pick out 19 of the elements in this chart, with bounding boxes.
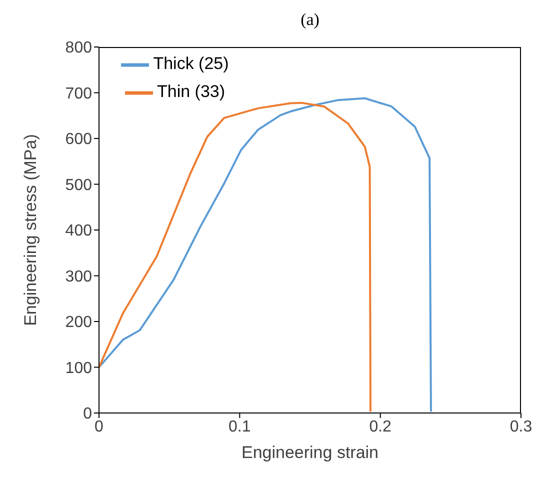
- y-tick-label: 0: [83, 406, 92, 423]
- x-tick-label: 0.3: [510, 418, 532, 436]
- x-axis-title: Engineering strain: [241, 443, 379, 462]
- y-tick-label: 200: [65, 314, 92, 332]
- legend-label: Thick (25): [153, 54, 229, 74]
- line-series: [99, 102, 372, 413]
- y-tick-label: 600: [65, 131, 92, 148]
- y-tick-label: 700: [65, 85, 92, 102]
- y-tick-label: 500: [65, 176, 92, 194]
- y-tick-label: 100: [65, 360, 92, 377]
- y-tick-label: 300: [65, 268, 92, 286]
- x-tick-label: 0.2: [369, 418, 392, 436]
- y-tick-label: 400: [65, 222, 92, 240]
- legend-label: Thin (33): [156, 82, 226, 102]
- x-tick-label: 0: [94, 418, 104, 436]
- y-tick-label: 800: [65, 40, 92, 57]
- x-tick-label: 0.1: [228, 418, 251, 436]
- y-axis-title: Engineering stress (MPa): [21, 134, 40, 326]
- chart-title: (a): [300, 10, 320, 30]
